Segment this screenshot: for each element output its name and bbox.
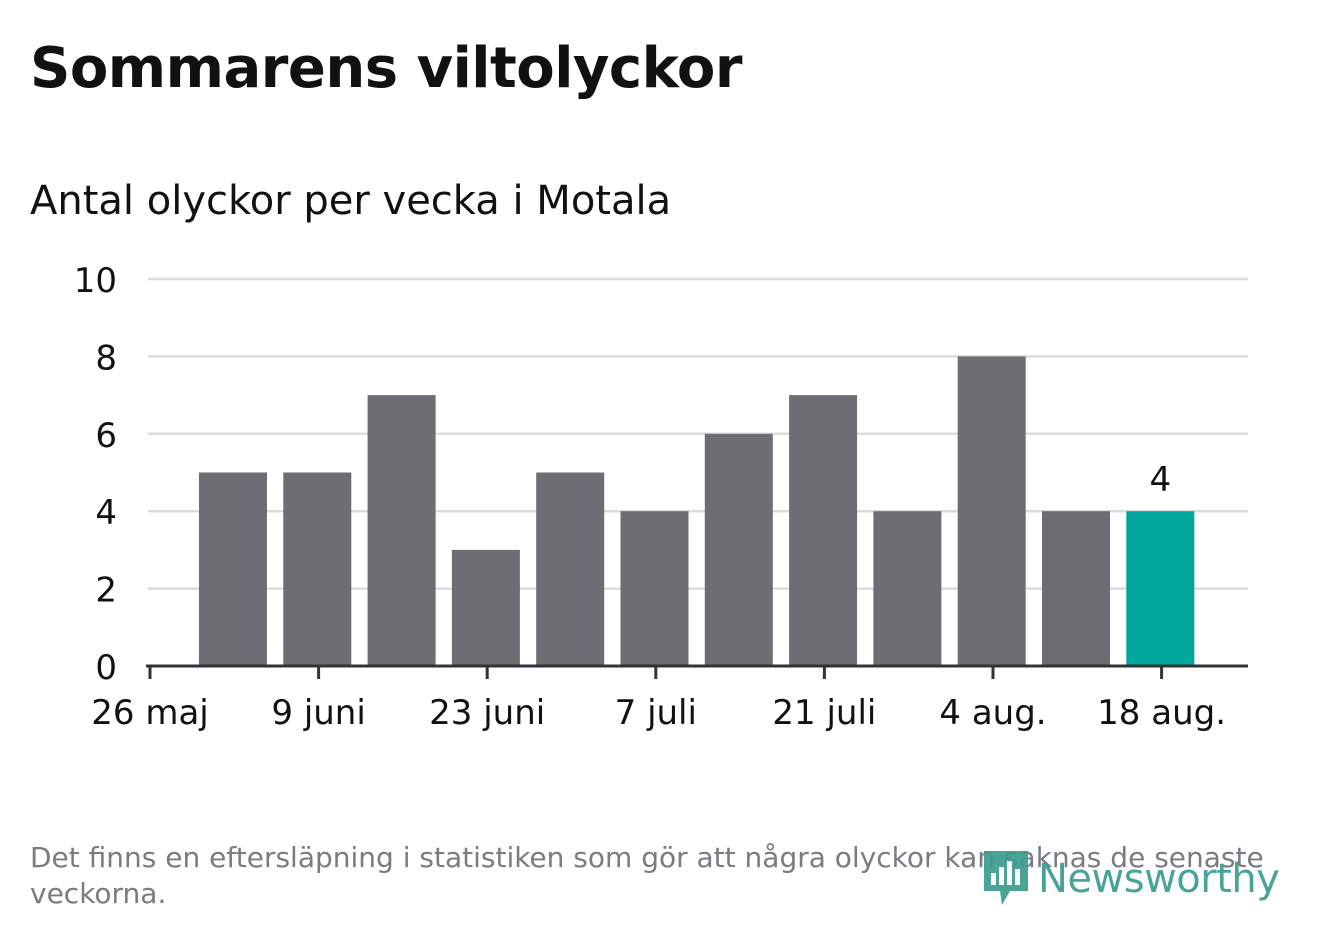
bar-highlighted [1126, 511, 1195, 666]
footnote: Det finns en eftersläpning i statistiken… [30, 841, 1264, 910]
chart-subtitle: Antal olyckor per vecka i Motala [30, 178, 672, 224]
y-tick-label: 6 [95, 416, 117, 456]
x-tick-label: 21 juli [772, 693, 876, 733]
bar [620, 511, 689, 666]
newsworthy-logo-icon [984, 851, 1028, 905]
y-tick-label: 0 [95, 648, 117, 688]
bar [873, 511, 942, 666]
bar [1042, 511, 1110, 666]
bar [199, 472, 267, 666]
x-tick-label: 7 juli [615, 693, 697, 733]
y-tick-label: 2 [95, 571, 117, 611]
bar [704, 433, 773, 666]
bar [789, 395, 858, 666]
x-tick-label: 9 juni [271, 693, 365, 733]
bar [283, 472, 352, 666]
bar [536, 472, 605, 666]
bar [957, 356, 1026, 666]
data-label: 4 [1149, 460, 1171, 500]
x-tick-label: 4 aug. [939, 693, 1046, 733]
x-tick-label: 23 juni [429, 693, 545, 733]
bar [367, 395, 436, 666]
bar [451, 549, 520, 666]
newsworthy-logo: Newsworthy [980, 846, 1280, 912]
y-tick-label: 4 [95, 493, 117, 533]
y-tick-label: 10 [74, 261, 117, 301]
bar-chart: 0 2 4 6 8 10 4 26 maj 9 juni 23 juni 7 juli 21 juli… [74, 261, 1248, 733]
logo-text: Newsworthy [1038, 856, 1280, 902]
x-tick-label: 18 aug. [1097, 693, 1226, 733]
chart-title: Sommarens viltolyckor [30, 36, 742, 101]
y-tick-label: 8 [95, 338, 117, 378]
x-tick-label: 26 maj [91, 693, 208, 733]
